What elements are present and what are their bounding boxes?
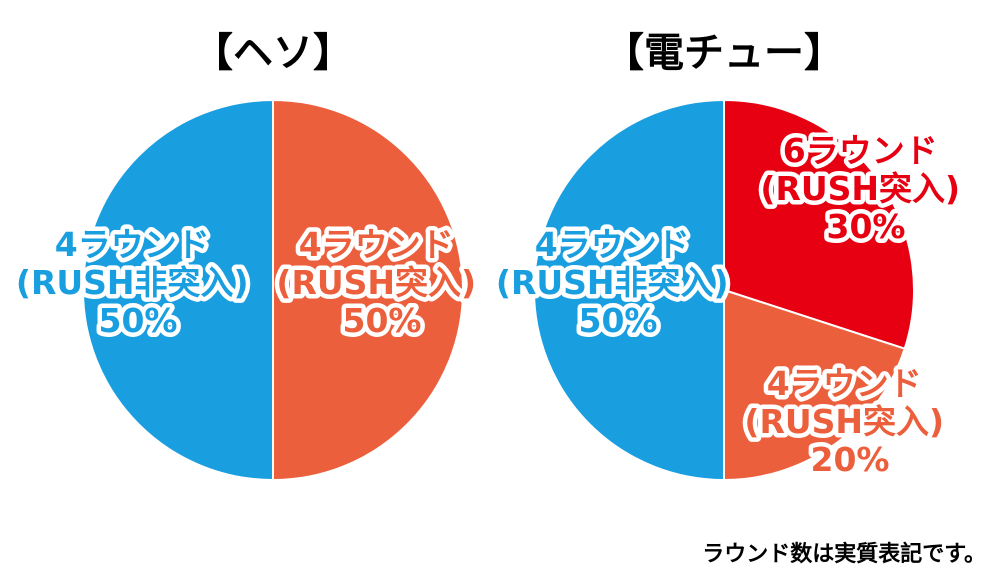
slice-label: 4ラウンド (RUSH突入) 50% [276, 225, 487, 340]
slice-label: 4ラウンド (RUSH非突入) 50% [496, 225, 740, 340]
slice-label-line: 20% [811, 440, 890, 479]
slice-label-line: 4ラウンド [535, 225, 690, 264]
pie-slice [533, 98, 725, 482]
pie-slice [82, 98, 274, 482]
slice-label: 4ラウンド (RUSH非突入) 50% [16, 225, 260, 340]
pie-chart-denchu: 【電チュー】 4ラウンド (RUSH非突入) 50% 6ラウンド (RUSH突入… [491, 30, 971, 484]
footnote: ラウンド数は実質表記です。 [702, 542, 986, 567]
pie-slice [723, 98, 915, 350]
pie-chart-heso: 【ヘソ】 4ラウンド (RUSH非突入) 50% 4ラウンド (RUSH突入) … [11, 30, 487, 482]
slice-label-line: 30% [827, 207, 906, 246]
chart-title: 【電チュー】 [604, 30, 844, 76]
slice-label: 6ラウンド (RUSH突入) 30% [760, 131, 971, 246]
pie-slice [272, 98, 464, 482]
slice-label-line: (RUSH突入) [276, 263, 476, 302]
slice-label-line: (RUSH突入) [760, 169, 960, 208]
slice-label-line: (RUSH非突入) [16, 263, 249, 302]
slice-label-line: 50% [99, 301, 178, 340]
slice-label-line: 50% [579, 301, 658, 340]
slice-label-line: 4ラウンド [767, 364, 922, 403]
slice-label-line: 4ラウンド [299, 225, 454, 264]
slice-label-line: 50% [343, 301, 422, 340]
slice-label-line: 4ラウンド [55, 225, 210, 264]
slice-label-line: 6ラウンド [783, 131, 938, 170]
pie-slice [723, 288, 906, 482]
slice-label-line: (RUSH突入) [744, 402, 944, 441]
slice-label: 4ラウンド (RUSH突入) 20% [744, 364, 955, 479]
slice-label-line: (RUSH非突入) [496, 263, 729, 302]
chart-title: 【ヘソ】 [193, 30, 353, 76]
